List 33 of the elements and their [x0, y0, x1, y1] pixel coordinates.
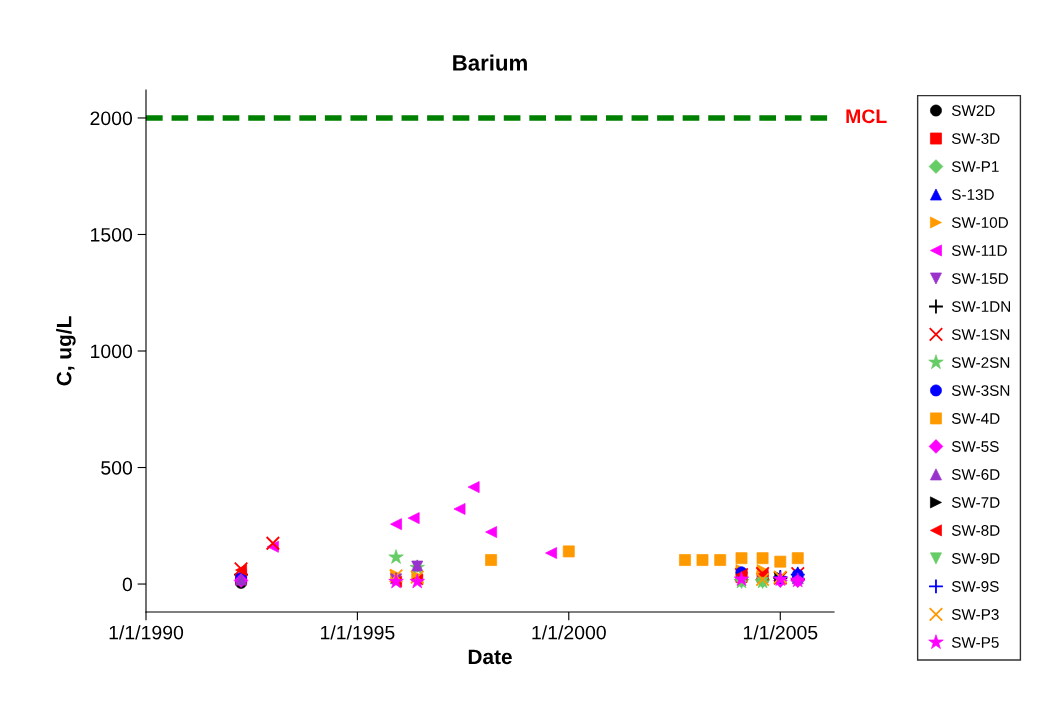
- legend-label: SW-P1: [951, 161, 999, 173]
- x-tick-label: 1/1/1990: [109, 625, 184, 640]
- legend-label: SW-2SN: [951, 357, 1010, 368]
- legend-label: SW-7D: [951, 497, 1000, 508]
- legend-label: SW-5S: [951, 441, 999, 452]
- legend-label: SW-15D: [951, 273, 1008, 284]
- legend-label: SW-P3: [951, 609, 999, 620]
- x-tick-label: 1/1/2000: [532, 625, 606, 640]
- y-tick-label: 0: [122, 577, 133, 592]
- legend-label: SW-4D: [951, 413, 1000, 424]
- legend-label: SW-3SN: [951, 385, 1010, 396]
- y-tick-label: 2000: [90, 111, 133, 126]
- x-tick-label: 1/1/1995: [321, 625, 395, 640]
- legend-label: SW-9S: [951, 581, 999, 592]
- legend-label: SW-11D: [951, 245, 1007, 256]
- legend-label: SW-10D: [951, 217, 1008, 228]
- chart-title: Barium: [453, 54, 527, 71]
- y-tick-label: 500: [101, 460, 133, 475]
- legend-label: SW-3D: [951, 133, 1000, 145]
- legend-label: SW2D: [951, 105, 995, 117]
- legend-label: SW-6D: [951, 469, 1000, 480]
- legend-label: SW-1DN: [951, 301, 1010, 312]
- legend-label: S-13D: [951, 189, 994, 200]
- legend-label: SW-8D: [951, 525, 1000, 536]
- y-tick-label: 1000: [91, 344, 133, 359]
- x-tick-label: 1/1/2005: [743, 625, 818, 640]
- legend-label: SW-P5: [951, 637, 999, 648]
- ref-line-label: MCL: [846, 109, 887, 124]
- y-axis-title: C, ug/L: [56, 316, 76, 386]
- x-axis-title: Date: [468, 649, 512, 665]
- legend-label: SW-9D: [951, 553, 1000, 564]
- y-tick-label: 1500: [91, 227, 133, 242]
- legend-label: SW-1SN: [951, 329, 1010, 340]
